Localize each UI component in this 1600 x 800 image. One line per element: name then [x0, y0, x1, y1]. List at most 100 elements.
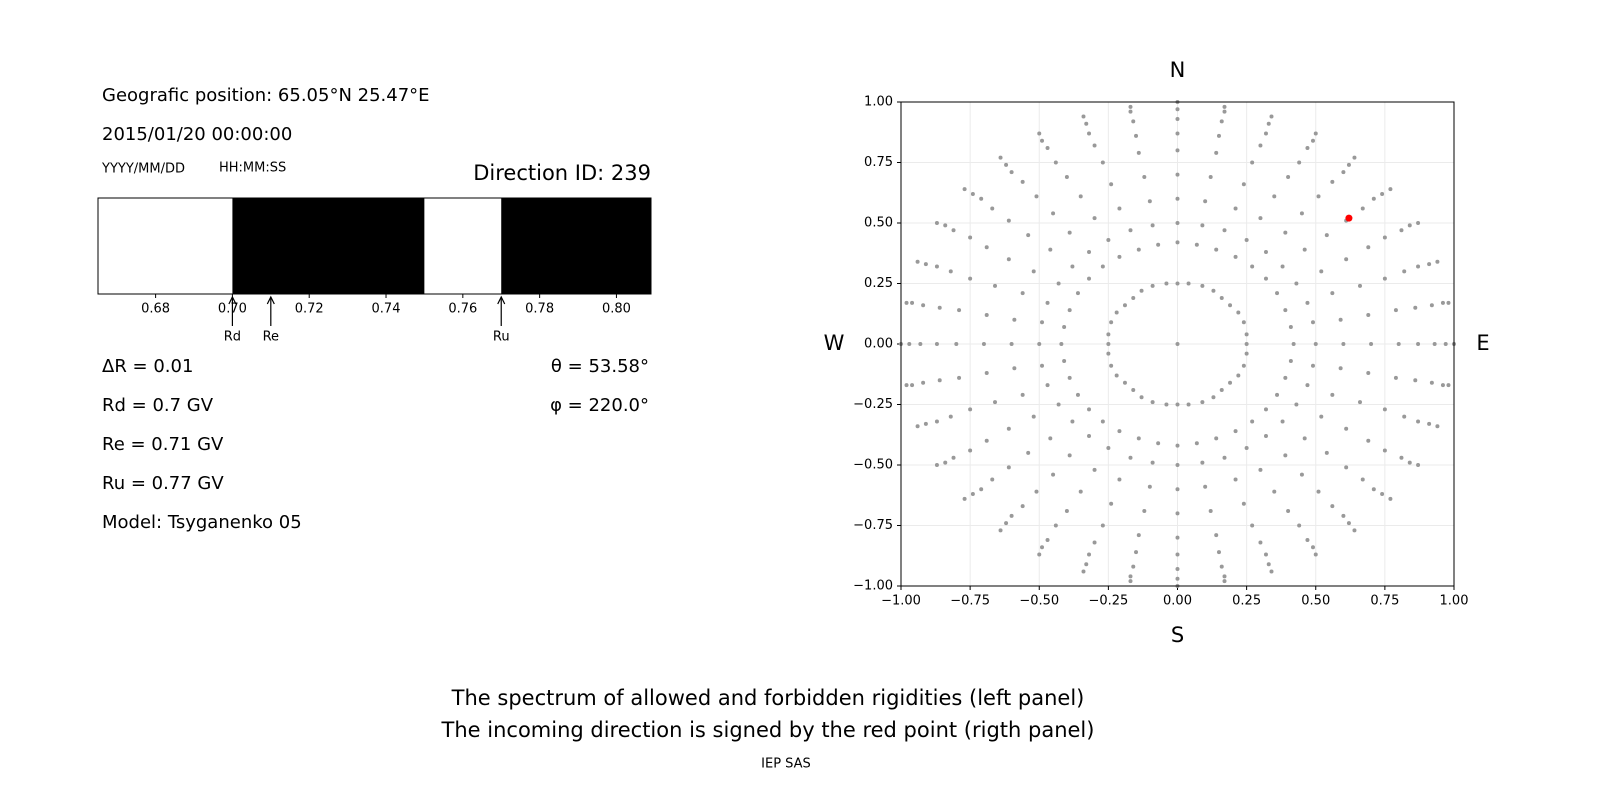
data-point — [990, 477, 995, 482]
data-point — [1214, 436, 1219, 441]
position: Geografic position: 65.05°N 25.47°E — [102, 85, 430, 106]
data-point — [1208, 508, 1213, 513]
data-point — [1416, 264, 1421, 269]
data-point — [1100, 160, 1105, 165]
data-point — [1427, 262, 1432, 267]
x-tick-label: −0.50 — [1019, 594, 1059, 609]
data-point — [1136, 436, 1141, 441]
x-tick-label: 0.68 — [141, 302, 170, 317]
data-point — [1407, 223, 1412, 228]
data-point — [1319, 269, 1324, 274]
data-point — [1136, 150, 1141, 155]
data-point — [1219, 387, 1224, 392]
data-point — [1114, 310, 1119, 315]
data-point — [934, 342, 939, 346]
data-point — [1175, 131, 1180, 136]
data-point — [993, 283, 998, 288]
data-point — [968, 235, 973, 240]
data-point — [1064, 508, 1069, 513]
data-point — [1078, 489, 1083, 494]
data-point — [1313, 552, 1318, 557]
data-point — [957, 375, 962, 380]
data-point — [1067, 453, 1072, 458]
data-point — [1147, 199, 1152, 204]
compass-label: N — [1170, 58, 1186, 82]
data-point — [1382, 235, 1387, 240]
theta: θ = 53.58° — [551, 356, 649, 377]
data-point — [1341, 170, 1346, 175]
data-point — [1109, 363, 1114, 368]
data-point — [1413, 378, 1418, 383]
spectrum-frame — [97, 197, 652, 295]
data-point — [1087, 131, 1092, 136]
y-tick-label: −0.50 — [853, 458, 893, 473]
data-point — [1175, 463, 1180, 467]
data-point — [1175, 172, 1180, 177]
data-point — [1310, 545, 1315, 550]
data-point — [1194, 242, 1199, 247]
data-point — [1250, 523, 1255, 528]
data-point — [1258, 540, 1263, 545]
data-point — [1128, 579, 1133, 584]
marker-label: Ru — [493, 330, 510, 345]
data-point — [1263, 250, 1268, 255]
data-point — [1012, 366, 1017, 371]
y-tick-label: −0.75 — [853, 518, 893, 533]
x-tick-label: −0.25 — [1088, 594, 1128, 609]
data-point — [1310, 320, 1315, 325]
data-point — [1299, 211, 1304, 216]
data-point — [1059, 342, 1064, 346]
data-point — [1344, 257, 1349, 262]
data-point — [1067, 375, 1072, 380]
data-point — [1222, 104, 1227, 109]
data-point — [1084, 562, 1089, 567]
data-point — [1305, 538, 1310, 543]
data-point — [1263, 552, 1268, 557]
data-point — [1020, 179, 1025, 184]
data-point — [1164, 281, 1169, 286]
data-point — [1310, 138, 1315, 143]
arrow-head — [497, 295, 506, 305]
data-point — [1037, 342, 1042, 346]
data-point — [1156, 441, 1161, 446]
data-point — [1100, 264, 1105, 269]
data-point — [1236, 373, 1241, 378]
data-point — [962, 187, 967, 192]
data-point — [998, 155, 1003, 160]
data-point — [1106, 342, 1111, 346]
data-point — [1175, 342, 1180, 346]
data-point — [1275, 291, 1280, 296]
data-point — [1371, 487, 1376, 492]
data-point — [979, 196, 984, 201]
data-point — [1175, 535, 1180, 540]
data-point — [1009, 342, 1014, 346]
data-point — [1034, 489, 1039, 494]
data-point — [1012, 317, 1017, 322]
data-point — [1051, 472, 1056, 477]
data-point — [934, 419, 939, 424]
data-point — [907, 342, 912, 346]
data-point — [1388, 187, 1393, 192]
data-point — [1324, 450, 1329, 455]
data-point — [1283, 308, 1288, 313]
data-point — [1214, 533, 1219, 538]
data-point — [1006, 426, 1011, 431]
data-point — [1313, 131, 1318, 136]
data-point — [1258, 467, 1263, 472]
data-point — [1175, 443, 1180, 448]
data-point — [1087, 552, 1092, 557]
data-point — [1087, 250, 1092, 255]
data-point — [1222, 579, 1227, 584]
model: Model: Tsyganenko 05 — [102, 512, 302, 533]
data-point — [1244, 332, 1249, 337]
data-point — [1031, 269, 1036, 274]
data-point — [1283, 453, 1288, 458]
data-point — [1134, 550, 1139, 555]
data-point — [1266, 121, 1271, 126]
x-tick-label: 0.78 — [525, 302, 554, 317]
data-point — [937, 305, 942, 310]
data-point — [1051, 211, 1056, 216]
data-point — [968, 448, 973, 453]
data-point — [1106, 237, 1111, 242]
data-point — [1092, 540, 1097, 545]
